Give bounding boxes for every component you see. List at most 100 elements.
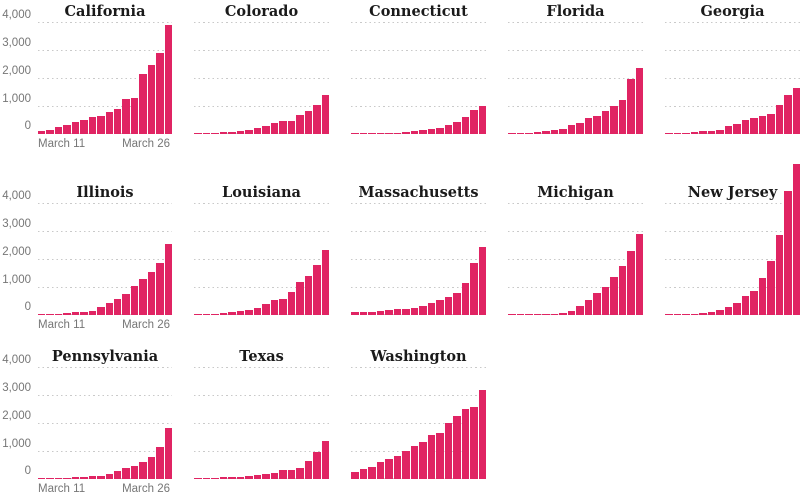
bar bbox=[80, 312, 88, 315]
gridline bbox=[38, 133, 172, 134]
bar bbox=[750, 118, 758, 134]
plot-area bbox=[351, 22, 486, 134]
bar bbox=[321, 249, 329, 315]
bar bbox=[236, 311, 244, 315]
bar bbox=[453, 293, 461, 315]
y-axis-tick-label: 0 bbox=[24, 465, 31, 477]
bar bbox=[71, 477, 80, 479]
y-axis-tick-label: 1,000 bbox=[2, 93, 31, 105]
gridline bbox=[508, 78, 643, 79]
bar bbox=[63, 125, 71, 134]
gridline bbox=[38, 78, 172, 79]
bar bbox=[724, 126, 732, 134]
bar bbox=[71, 121, 80, 134]
bar bbox=[279, 298, 287, 315]
bar bbox=[699, 131, 707, 134]
gridline bbox=[194, 478, 329, 479]
bar bbox=[533, 131, 541, 134]
gridline bbox=[38, 22, 172, 23]
bar bbox=[156, 262, 164, 315]
bar bbox=[105, 303, 113, 315]
gridline bbox=[351, 22, 486, 23]
bar bbox=[775, 234, 783, 315]
gridline bbox=[351, 478, 486, 479]
bar bbox=[427, 435, 435, 479]
bar bbox=[593, 115, 601, 134]
y-axis-tick-label: 0 bbox=[24, 301, 31, 313]
bar bbox=[156, 447, 164, 479]
gridline bbox=[351, 133, 486, 134]
bar bbox=[618, 265, 626, 315]
bar bbox=[393, 309, 401, 315]
plot-area bbox=[38, 203, 172, 315]
gridline bbox=[508, 287, 643, 288]
state-panel: Colorado bbox=[172, 2, 329, 134]
bar bbox=[202, 477, 210, 479]
plot-area bbox=[351, 203, 486, 315]
bar bbox=[393, 132, 401, 134]
bar-series bbox=[38, 22, 172, 134]
bar bbox=[741, 120, 749, 134]
x-axis: March 11 March 26 bbox=[38, 315, 172, 331]
bar bbox=[219, 312, 227, 315]
state-panel: New Jersey bbox=[643, 164, 800, 315]
bar bbox=[211, 132, 219, 134]
bar bbox=[313, 264, 321, 315]
gridline bbox=[351, 50, 486, 51]
bar bbox=[279, 470, 287, 479]
gridline bbox=[194, 22, 329, 23]
bar bbox=[784, 95, 792, 134]
bar bbox=[139, 462, 147, 479]
bar bbox=[419, 305, 427, 315]
gridline bbox=[38, 367, 172, 368]
panel-body bbox=[194, 22, 329, 134]
gridline bbox=[38, 231, 172, 232]
panel-body bbox=[194, 367, 329, 479]
bar bbox=[508, 132, 516, 134]
bar bbox=[105, 473, 113, 479]
state-panel: Massachusetts bbox=[329, 183, 486, 315]
gridline bbox=[194, 133, 329, 134]
panel-title: Florida bbox=[546, 3, 605, 20]
bar-series bbox=[351, 203, 486, 315]
panel-title: Colorado bbox=[224, 3, 299, 20]
gridline bbox=[194, 314, 329, 315]
gridline bbox=[351, 395, 486, 396]
bar bbox=[368, 311, 376, 315]
gridline bbox=[351, 78, 486, 79]
bar bbox=[461, 408, 469, 479]
gridline bbox=[351, 367, 486, 368]
bar bbox=[46, 129, 54, 134]
bar bbox=[304, 111, 312, 134]
gridline bbox=[351, 314, 486, 315]
bar bbox=[122, 294, 130, 315]
x-axis-tick-label-start: March 11 bbox=[38, 138, 86, 150]
gridline bbox=[508, 133, 643, 134]
panel-title: Illinois bbox=[76, 184, 134, 201]
panel-title: Louisiana bbox=[222, 184, 301, 201]
bar bbox=[304, 460, 312, 479]
bar bbox=[113, 298, 122, 315]
bar-series bbox=[351, 367, 486, 479]
bar bbox=[393, 455, 401, 479]
bar bbox=[287, 120, 295, 134]
bar bbox=[376, 132, 384, 134]
bar bbox=[733, 302, 741, 315]
bar bbox=[444, 423, 452, 479]
x-axis-tick-label-start: March 11 bbox=[38, 319, 86, 331]
bar bbox=[88, 117, 97, 134]
gridline bbox=[38, 423, 172, 424]
gridline bbox=[194, 78, 329, 79]
bar bbox=[525, 313, 533, 315]
bar bbox=[627, 78, 635, 134]
bar bbox=[97, 475, 105, 479]
gridline bbox=[508, 231, 643, 232]
y-axis: 4,000 3,000 2,000 1,000 0 bbox=[0, 9, 38, 134]
plot-area bbox=[508, 203, 643, 315]
gridline bbox=[508, 203, 643, 204]
bar bbox=[262, 126, 270, 134]
bar bbox=[296, 282, 304, 315]
gridline bbox=[351, 287, 486, 288]
bar bbox=[792, 164, 800, 315]
gridline bbox=[38, 395, 172, 396]
